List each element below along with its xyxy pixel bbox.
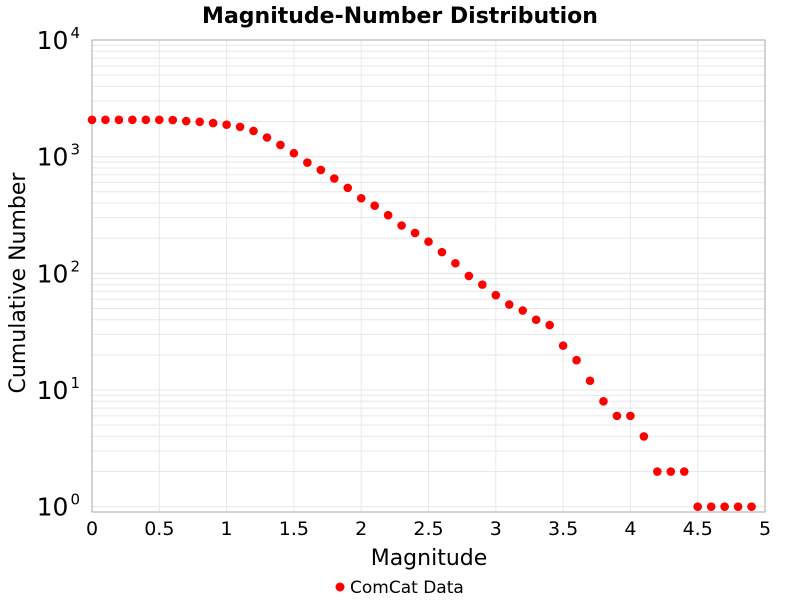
data-point [626, 411, 635, 421]
data-point [397, 221, 406, 230]
x-tick-label: 2.5 [413, 518, 443, 540]
y-tick-exponent: 0 [70, 491, 80, 509]
data-point [101, 115, 110, 125]
data-point [181, 116, 191, 126]
data-point [464, 271, 474, 281]
y-tick-base: 10 [37, 376, 69, 405]
y-tick-exponent: 1 [70, 374, 80, 392]
y-tick-base: 10 [37, 26, 69, 55]
x-tick-label: 0 [86, 518, 98, 540]
data-point [329, 174, 339, 183]
data-point [720, 502, 729, 511]
data-point [383, 210, 393, 220]
y-tick-label: 10 4 [37, 24, 80, 55]
y-tick-label: 10 0 [37, 491, 80, 522]
plot-frame [91, 39, 766, 513]
data-point [653, 467, 662, 476]
data-point [276, 140, 285, 150]
data-point [451, 258, 460, 268]
x-tick-label: 4.5 [683, 518, 713, 540]
x-tick-label: 3.5 [548, 518, 578, 540]
y-axis-label: Cumulative Number [6, 172, 31, 394]
data-point [141, 115, 151, 125]
data-point [599, 397, 608, 406]
legend-marker [335, 582, 345, 592]
data-point [262, 133, 272, 142]
y-tick-base: 10 [37, 259, 69, 288]
data-point [531, 315, 541, 325]
x-tick-label: 1 [221, 518, 233, 540]
y-tick-label: 10 3 [37, 141, 80, 172]
data-points [87, 115, 756, 511]
data-point [478, 280, 487, 289]
y-tick-exponent: 4 [70, 24, 80, 42]
data-point [249, 126, 258, 136]
data-point [356, 193, 366, 203]
x-tick-label: 1.5 [279, 518, 309, 540]
data-point [370, 201, 379, 210]
data-point [410, 228, 420, 238]
data-point [572, 355, 581, 365]
chart-title: Magnitude-Number Distribution [202, 4, 598, 29]
data-point [155, 115, 164, 125]
data-point [693, 502, 702, 511]
data-point [303, 158, 312, 167]
data-point [114, 115, 124, 125]
data-point [128, 115, 137, 125]
y-tick-base: 10 [37, 493, 69, 522]
data-point [289, 148, 299, 158]
data-point [235, 122, 245, 132]
data-point [222, 120, 231, 129]
data-point [504, 300, 514, 309]
data-point [747, 502, 756, 511]
data-point [706, 502, 716, 511]
data-point [208, 118, 218, 128]
data-point [437, 247, 447, 257]
x-tick-label: 0.5 [144, 518, 174, 540]
y-tick-label: 10 1 [37, 374, 80, 405]
data-point [316, 165, 326, 175]
data-point [585, 376, 595, 386]
x-axis-label: Magnitude [371, 546, 488, 571]
data-point [491, 290, 501, 300]
data-point [679, 467, 689, 476]
data-point [87, 115, 97, 125]
x-tick-label: 3 [490, 518, 502, 540]
y-tick-exponent: 3 [70, 141, 80, 159]
legend: ComCat Data [335, 578, 464, 598]
grid [91, 39, 766, 512]
x-tick-label: 2 [355, 518, 367, 540]
y-tick-base: 10 [37, 143, 69, 172]
data-point [424, 237, 433, 246]
data-point [733, 502, 743, 511]
data-point [639, 432, 649, 441]
data-point [612, 411, 622, 421]
data-point [195, 117, 204, 127]
x-tick-labels: 0 0.5 1 1.5 2 2.5 3 3.5 4 4.5 5 [86, 518, 771, 540]
x-tick-label: 5 [759, 518, 771, 540]
data-point [545, 320, 554, 330]
data-point [558, 341, 568, 350]
y-tick-exponent: 2 [70, 257, 80, 275]
data-point [518, 306, 528, 315]
data-point [343, 183, 353, 193]
y-tick-label: 10 2 [37, 257, 80, 288]
data-point [666, 467, 676, 476]
data-point [168, 115, 178, 125]
legend-label: ComCat Data [350, 578, 464, 598]
x-tick-label: 4 [624, 518, 636, 540]
